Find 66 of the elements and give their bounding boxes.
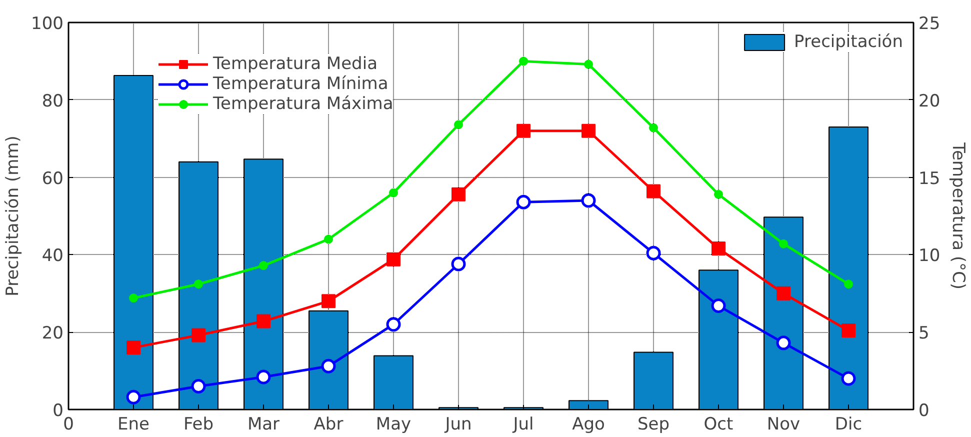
point bbox=[256, 314, 270, 328]
x-tick-label: Ene bbox=[118, 414, 150, 434]
point bbox=[776, 286, 790, 300]
x-tick-label: Feb bbox=[183, 414, 214, 434]
y-axis-title: Precipitación (mm) bbox=[3, 136, 24, 296]
y2-tick-label: 10 bbox=[918, 246, 940, 266]
point bbox=[454, 120, 463, 130]
y-tick-label: 20 bbox=[42, 324, 64, 344]
point bbox=[516, 194, 531, 210]
point bbox=[126, 340, 140, 355]
point bbox=[519, 56, 528, 66]
x-tick-label: Oct bbox=[704, 414, 734, 434]
point bbox=[711, 298, 726, 314]
x-tick-label: Jun bbox=[444, 414, 472, 434]
x-tick-label: Sep bbox=[637, 414, 670, 434]
point bbox=[842, 324, 856, 338]
point bbox=[321, 358, 336, 374]
y2-axis-title: Temperatura (°C) bbox=[948, 141, 968, 290]
point bbox=[126, 390, 141, 404]
y-tick-label: 100 bbox=[31, 14, 64, 34]
point bbox=[581, 193, 596, 208]
point bbox=[192, 328, 206, 342]
point bbox=[649, 123, 658, 132]
legend-label: Temperatura Mínima bbox=[213, 74, 388, 94]
legend-label: Temperatura Media bbox=[213, 54, 378, 74]
point bbox=[194, 280, 203, 289]
point bbox=[584, 60, 593, 69]
point bbox=[259, 261, 268, 270]
y2-tick-label: 25 bbox=[918, 14, 940, 34]
point bbox=[516, 124, 530, 138]
point bbox=[452, 187, 466, 202]
point bbox=[841, 371, 856, 386]
y-tick-label: 40 bbox=[42, 246, 64, 266]
point bbox=[646, 184, 660, 198]
y2-tick-label: 15 bbox=[918, 168, 940, 189]
point bbox=[322, 294, 336, 308]
x-tick-label: May bbox=[376, 414, 412, 434]
point bbox=[714, 190, 723, 199]
point bbox=[779, 239, 788, 248]
y2-tick-label: 5 bbox=[918, 324, 930, 344]
point bbox=[646, 246, 661, 260]
y2-tick-label: 0 bbox=[918, 401, 930, 421]
x-tick-label: Mar bbox=[247, 414, 280, 434]
x-tick-label: Abr bbox=[314, 414, 344, 434]
point bbox=[776, 336, 791, 350]
x-tick-label: Nov bbox=[766, 414, 800, 434]
y-tick-label: 60 bbox=[42, 168, 64, 189]
x-tick-label: Ago bbox=[572, 414, 605, 434]
point bbox=[129, 294, 138, 303]
point bbox=[386, 317, 401, 332]
y2-tick-label: 20 bbox=[918, 91, 940, 112]
point bbox=[451, 256, 466, 272]
point bbox=[389, 188, 398, 198]
point bbox=[191, 379, 206, 394]
point bbox=[844, 280, 853, 289]
legend-label: Temperatura Máxima bbox=[213, 94, 394, 114]
point bbox=[582, 124, 596, 138]
point bbox=[324, 234, 333, 244]
y-tick-label: 80 bbox=[42, 91, 64, 112]
x-tick-label: Dic bbox=[834, 414, 862, 434]
x-tick-label: Jul bbox=[512, 414, 534, 434]
point bbox=[712, 242, 726, 256]
y-tick-label: 0 bbox=[52, 401, 64, 421]
point bbox=[386, 252, 400, 266]
point bbox=[256, 370, 271, 384]
legend-label: Precipitación bbox=[794, 32, 903, 52]
